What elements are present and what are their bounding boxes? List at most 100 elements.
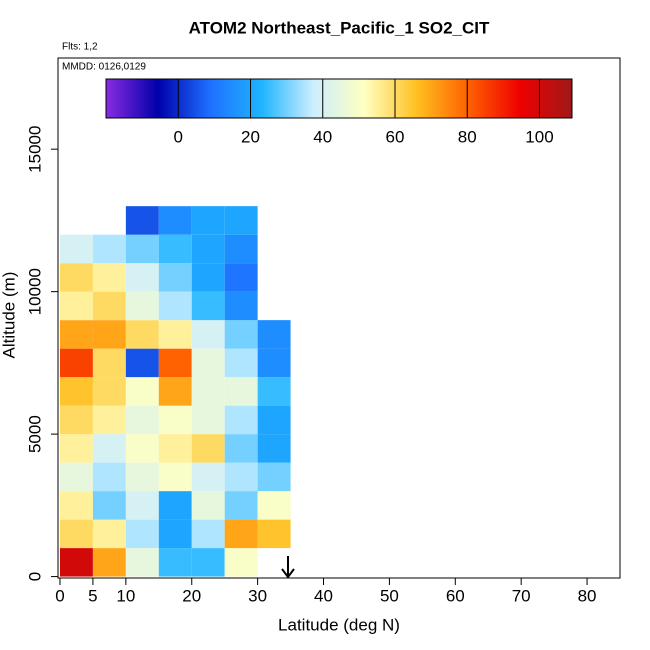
heat-cell [59, 548, 93, 577]
heat-cell [257, 491, 291, 520]
heat-cell [224, 348, 258, 378]
heat-cell [125, 263, 159, 292]
heat-cell [191, 462, 225, 492]
colorbar-tick-label: 40 [313, 127, 332, 146]
heat-cell [125, 462, 159, 492]
heat-cell [92, 434, 126, 463]
heat-cell [158, 348, 192, 378]
heat-cell [125, 405, 159, 435]
heat-cell [224, 491, 258, 520]
colorbar-tick-label: 100 [525, 127, 553, 146]
x-tick-label: 5 [88, 586, 97, 605]
colorbar-tick-label: 0 [174, 127, 183, 146]
heat-cell [257, 462, 291, 492]
heat-cell [59, 263, 93, 292]
heat-cell [158, 434, 192, 463]
heat-cell [224, 206, 258, 235]
heat-cell [158, 291, 192, 321]
y-tick-label: 10000 [25, 268, 44, 315]
colorbar [105, 78, 573, 119]
heat-cell [158, 234, 192, 264]
heat-cell [92, 291, 126, 321]
heat-cell [191, 291, 225, 321]
heat-cell [158, 263, 192, 292]
y-tick-label: 0 [25, 572, 44, 581]
heat-cell [59, 291, 93, 321]
heat-cell [224, 519, 258, 549]
heat-cell [191, 434, 225, 463]
heat-cell [191, 405, 225, 435]
heat-cell [125, 434, 159, 463]
heat-cell [158, 320, 192, 349]
x-axis-label: Latitude (deg N) [278, 615, 400, 634]
heat-cell [191, 491, 225, 520]
heat-cell [59, 234, 93, 264]
heat-cell [92, 348, 126, 378]
heat-cell [125, 206, 159, 235]
heat-cell [158, 206, 192, 235]
x-tick-label: 40 [314, 586, 333, 605]
heat-cell [191, 320, 225, 349]
x-tick-label: 0 [55, 586, 64, 605]
plot-frame [57, 57, 621, 579]
heat-cell [59, 491, 93, 520]
heat-cell [125, 320, 159, 349]
arrow [281, 556, 295, 579]
heat-cell [59, 519, 93, 549]
heat-cell [125, 377, 159, 406]
heat-cell [92, 320, 126, 349]
x-tick-label: 50 [380, 586, 399, 605]
x-tick-label: 80 [578, 586, 597, 605]
heat-cell [257, 320, 291, 349]
heat-cell [125, 348, 159, 378]
heat-cell [158, 519, 192, 549]
heat-cell [125, 548, 159, 577]
heat-cell [92, 234, 126, 264]
heat-cell [257, 434, 291, 463]
heat-cell [59, 320, 93, 349]
heat-cell [191, 234, 225, 264]
heat-cell [125, 291, 159, 321]
heat-cell [224, 291, 258, 321]
heat-cell [92, 491, 126, 520]
flights-note: Flts: 1,2 [62, 42, 98, 53]
heat-cell [92, 263, 126, 292]
heat-cell [224, 377, 258, 406]
heat-cell [191, 377, 225, 406]
heat-cell [125, 491, 159, 520]
heat-cell [191, 348, 225, 378]
heat-cell [125, 519, 159, 549]
heat-cell [257, 348, 291, 378]
heat-cell [191, 206, 225, 235]
heat-cell [257, 377, 291, 406]
x-tick-label: 60 [446, 586, 465, 605]
heat-cell [224, 263, 258, 292]
dates-note: MMDD: 0126,0129 [62, 62, 146, 73]
x-tick-label: 10 [116, 586, 135, 605]
heat-cell [158, 462, 192, 492]
y-tick-label: 15000 [25, 126, 44, 173]
heat-cell [92, 519, 126, 549]
heat-cell [257, 405, 291, 435]
colorbar-tick-label: 60 [386, 127, 405, 146]
y-axis-label: Altitude (m) [0, 272, 18, 359]
heat-cell [92, 548, 126, 577]
heat-cell [224, 234, 258, 264]
heat-cell [224, 434, 258, 463]
heat-cell [59, 462, 93, 492]
heat-cell [158, 377, 192, 406]
heat-cell [191, 519, 225, 549]
heat-cell [224, 320, 258, 349]
heat-cell [191, 548, 225, 577]
heat-cell [92, 462, 126, 492]
chart-title: ATOM2 Northeast_Pacific_1 SO2_CIT [189, 18, 490, 37]
x-tick-label: 70 [512, 586, 531, 605]
heat-cell [59, 377, 93, 406]
colorbar-tick-label: 80 [458, 127, 477, 146]
heat-cell [125, 234, 159, 264]
y-tick-label: 5000 [25, 415, 44, 453]
heat-cell [224, 462, 258, 492]
heat-cell [92, 405, 126, 435]
x-tick-label: 30 [248, 586, 267, 605]
